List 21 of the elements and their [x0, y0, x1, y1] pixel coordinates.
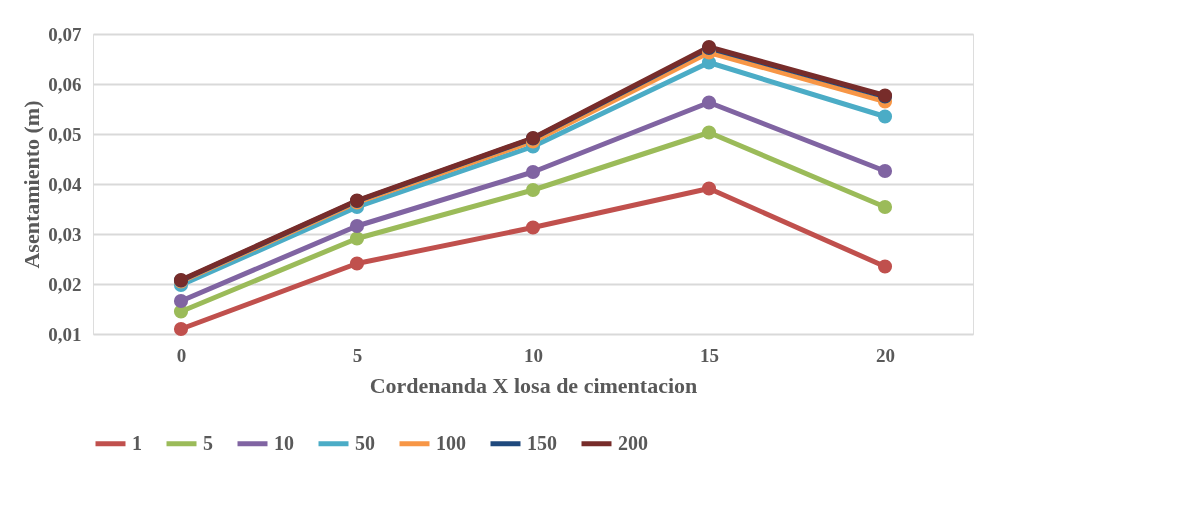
y-tick-label: 0,03 [48, 223, 82, 245]
legend-label: 5 [203, 431, 213, 454]
legend-label: 10 [274, 431, 294, 454]
x-tick-label: 5 [352, 344, 363, 366]
legend-label: 100 [436, 431, 466, 454]
x-tick-label: 20 [876, 344, 895, 366]
legend-label: 150 [527, 431, 557, 454]
y-axis-title: Asentamiento (m) [19, 100, 45, 269]
y-tick-label: 0,01 [48, 323, 82, 345]
y-tick-label: 0,07 [48, 23, 82, 45]
legend-label: 50 [355, 431, 375, 454]
x-tick-label: 0 [176, 344, 187, 366]
y-tick-label: 0,04 [48, 173, 82, 195]
x-tick-label: 10 [524, 344, 543, 366]
y-tick-label: 0,05 [48, 123, 82, 145]
x-axis-title: Cordenanda X losa de cimentacion [369, 372, 698, 398]
legend-label: 200 [618, 431, 648, 454]
y-tick-label: 0,02 [48, 273, 82, 295]
y-tick-label: 0,06 [48, 73, 82, 95]
x-tick-label: 15 [700, 344, 719, 366]
legend-label: 1 [132, 431, 142, 454]
